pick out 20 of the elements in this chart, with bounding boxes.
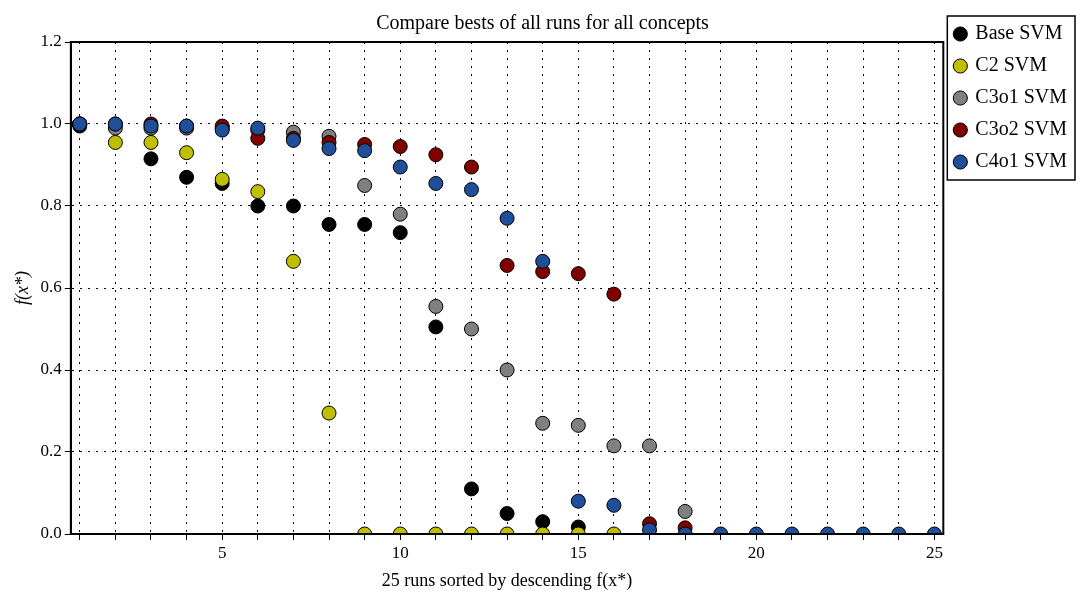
y-tick-label: 0.0 xyxy=(40,523,62,543)
y-axis-title: f(x*) xyxy=(11,271,33,305)
y-tick-label: 0.2 xyxy=(40,441,62,461)
y-tick-label: 0.8 xyxy=(40,195,62,215)
legend-label: C4o1 SVM xyxy=(975,149,1068,172)
y-tick-label: 0.4 xyxy=(40,359,63,379)
legend-label: C3o1 SVM xyxy=(975,85,1068,108)
x-tick-label: 5 xyxy=(217,542,227,562)
y-tick-label: 0.6 xyxy=(40,277,62,297)
chart-title: Compare bests of all runs for all concepts xyxy=(376,11,710,35)
legend-label: C2 SVM xyxy=(975,53,1048,76)
x-axis-title: 25 runs sorted by descending f(x*) xyxy=(381,569,633,591)
y-tick-label: 1.0 xyxy=(40,113,62,133)
legend-label: Base SVM xyxy=(975,21,1063,44)
x-tick-label: 15 xyxy=(569,542,587,562)
y-tick-label: 1.2 xyxy=(40,31,62,51)
x-tick-label: 25 xyxy=(925,542,943,562)
legend-label: C3o2 SVM xyxy=(975,117,1068,140)
x-tick-label: 10 xyxy=(391,542,409,562)
x-tick-label: 20 xyxy=(747,542,765,562)
